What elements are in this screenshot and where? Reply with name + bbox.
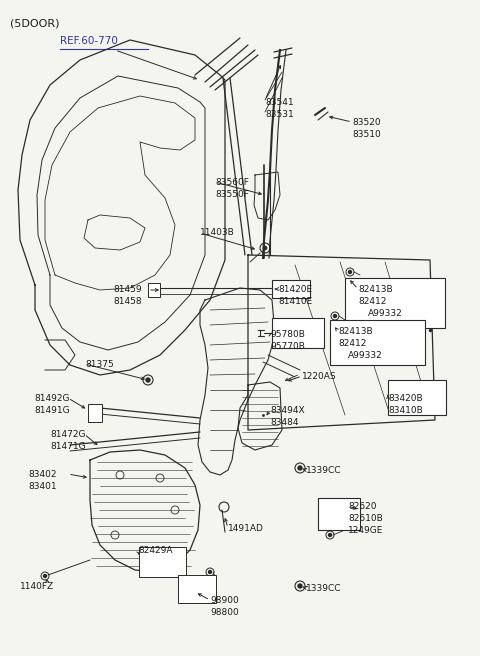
Circle shape	[334, 314, 336, 318]
Text: 11403B: 11403B	[200, 228, 235, 237]
Circle shape	[298, 466, 302, 470]
Text: A99332: A99332	[368, 309, 403, 318]
Bar	[272, 318, 324, 348]
Text: 82413B: 82413B	[358, 285, 393, 294]
Circle shape	[298, 584, 302, 588]
Text: 83520: 83520	[352, 118, 381, 127]
Bar	[330, 320, 425, 365]
Text: 83560F: 83560F	[215, 178, 249, 187]
Text: 98800: 98800	[210, 608, 239, 617]
Text: 83410B: 83410B	[388, 406, 423, 415]
Text: 1140FZ: 1140FZ	[20, 582, 54, 591]
Text: 95770B: 95770B	[270, 342, 305, 351]
FancyBboxPatch shape	[139, 547, 186, 577]
Text: 81472G: 81472G	[50, 430, 85, 439]
Circle shape	[348, 270, 351, 274]
Circle shape	[44, 575, 47, 577]
Text: 95780B: 95780B	[270, 330, 305, 339]
Circle shape	[146, 378, 150, 382]
Bar	[345, 278, 445, 328]
Text: 83541: 83541	[265, 98, 294, 107]
Text: 82620: 82620	[348, 502, 376, 511]
Text: 83402: 83402	[28, 470, 57, 479]
Text: 82429A: 82429A	[138, 546, 172, 555]
Text: 81471G: 81471G	[50, 442, 85, 451]
Text: A99332: A99332	[348, 351, 383, 360]
Circle shape	[208, 571, 212, 573]
Text: 1339CC: 1339CC	[306, 584, 341, 593]
Text: 83484: 83484	[270, 418, 299, 427]
Text: 1220AS: 1220AS	[302, 372, 336, 381]
Bar	[148, 283, 160, 297]
Bar	[272, 280, 310, 298]
Text: REF.60-770: REF.60-770	[60, 36, 118, 46]
Text: 83494X: 83494X	[270, 406, 305, 415]
Text: 81459: 81459	[113, 285, 142, 294]
Text: 83420B: 83420B	[388, 394, 422, 403]
Text: 1339CC: 1339CC	[306, 466, 341, 475]
Circle shape	[263, 246, 267, 250]
Text: 81492G: 81492G	[34, 394, 70, 403]
Text: 82412: 82412	[338, 339, 366, 348]
Text: 81458: 81458	[113, 297, 142, 306]
Circle shape	[328, 533, 332, 537]
Bar	[88, 404, 102, 422]
Text: 81375: 81375	[85, 360, 114, 369]
Text: 83510: 83510	[352, 130, 381, 139]
Text: 1491AD: 1491AD	[228, 524, 264, 533]
Text: 81410E: 81410E	[278, 297, 312, 306]
Text: 81491G: 81491G	[34, 406, 70, 415]
Text: 81420E: 81420E	[278, 285, 312, 294]
Text: 83401: 83401	[28, 482, 57, 491]
Text: 1249GE: 1249GE	[348, 526, 384, 535]
Text: 83550F: 83550F	[215, 190, 249, 199]
Text: 98900: 98900	[210, 596, 239, 605]
Bar	[178, 575, 216, 603]
Text: 83531: 83531	[265, 110, 294, 119]
Text: 82413B: 82413B	[338, 327, 372, 336]
Text: (5DOOR): (5DOOR)	[10, 18, 60, 28]
Text: 82610B: 82610B	[348, 514, 383, 523]
Text: 82412: 82412	[358, 297, 386, 306]
Bar	[318, 498, 360, 530]
Bar	[388, 380, 446, 415]
